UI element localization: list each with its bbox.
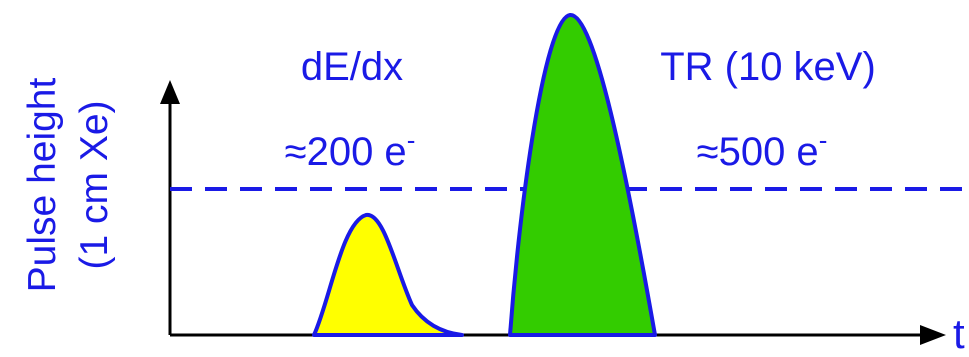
dedx-charge-value: ≈200 e xyxy=(285,130,407,174)
tr-charge-value: ≈500 e xyxy=(697,130,819,174)
tr-pulse xyxy=(508,13,657,337)
x-axis-label: t xyxy=(953,310,965,357)
y-axis-label-line1: Pulse height xyxy=(21,78,64,293)
dedx-charge-superscript: - xyxy=(407,125,416,155)
x-axis-arrowhead xyxy=(920,325,946,345)
dedx-pulse xyxy=(312,213,464,337)
tr-title: TR (10 keV) xyxy=(660,45,876,89)
y-axis-arrowhead xyxy=(160,80,180,104)
dedx-charge: ≈200 e- xyxy=(285,125,416,174)
tr-charge: ≈500 e- xyxy=(697,125,828,174)
dedx-title: dE/dx xyxy=(301,45,403,89)
y-axis-label: Pulse height (1 cm Xe) xyxy=(21,78,116,293)
y-axis-label-line2: (1 cm Xe) xyxy=(73,100,116,269)
tr-charge-superscript: - xyxy=(819,125,828,155)
